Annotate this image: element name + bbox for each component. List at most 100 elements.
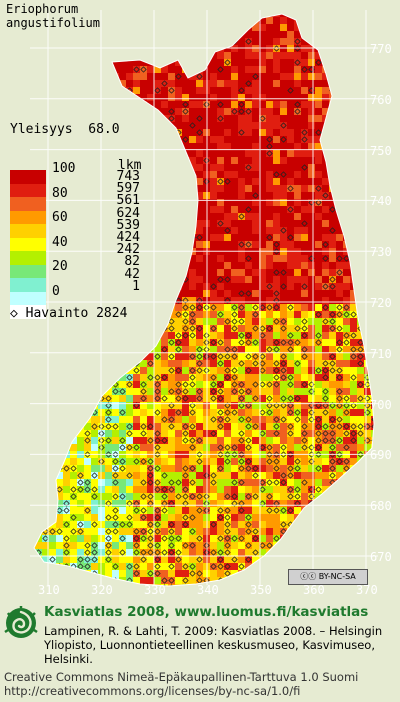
- map-cell: [126, 514, 133, 521]
- map-cell: [140, 276, 147, 283]
- map-cell: [322, 164, 329, 171]
- map-cell: [343, 514, 350, 521]
- map-cell: [196, 570, 203, 577]
- map-cell: [34, 325, 35, 332]
- map-cell: [294, 465, 301, 472]
- map-cell: [161, 360, 168, 367]
- map-cell: [224, 500, 231, 507]
- map-cell: [280, 38, 287, 45]
- observation-marker: [154, 353, 161, 360]
- map-cell: [273, 570, 280, 577]
- map-cell: [280, 563, 287, 570]
- map-cell: [364, 164, 371, 171]
- map-cell: [168, 241, 175, 248]
- map-cell: [133, 521, 140, 528]
- observation-marker: [350, 150, 357, 157]
- observation-marker: [63, 367, 70, 374]
- map-cell: [91, 514, 98, 521]
- map-cell: [196, 80, 203, 87]
- map-cell: [224, 227, 231, 234]
- map-cell: [189, 360, 196, 367]
- map-cell: [189, 73, 196, 80]
- map-cell: [364, 325, 371, 332]
- observation-marker: [175, 388, 182, 395]
- observation-marker: [77, 339, 84, 346]
- map-cell: [34, 549, 35, 556]
- map-cell: [154, 262, 161, 269]
- observation-marker: [168, 206, 175, 213]
- map-cell: [245, 171, 252, 178]
- map-cell: [301, 290, 308, 297]
- map-cell: [182, 479, 189, 486]
- observation-marker: [287, 87, 294, 94]
- map-cell: [105, 444, 112, 451]
- observation-marker: [196, 73, 203, 80]
- observation-marker: [210, 38, 217, 45]
- map-cell: [231, 241, 238, 248]
- map-cell: [259, 31, 266, 38]
- observation-marker: [315, 367, 322, 374]
- map-cell: [266, 374, 273, 381]
- observation-marker: [259, 430, 266, 437]
- map-cell: [161, 38, 168, 45]
- map-cell: [119, 570, 126, 577]
- map-cell: [34, 346, 35, 353]
- map-cell: [308, 332, 315, 339]
- map-cell: [350, 24, 357, 31]
- map-cell: [154, 374, 161, 381]
- map-cell: [350, 521, 357, 528]
- map-cell: [322, 521, 329, 528]
- map-cell: [301, 458, 308, 465]
- map-cell: [364, 339, 371, 346]
- map-cell: [343, 290, 350, 297]
- observation-marker: [154, 437, 161, 444]
- observation-marker: [182, 108, 189, 115]
- map-cell: [322, 402, 329, 409]
- map-cell: [119, 52, 126, 59]
- map-cell: [357, 87, 364, 94]
- map-cell: [154, 542, 161, 549]
- map-cell: [42, 549, 49, 556]
- map-cell: [259, 304, 266, 311]
- map-cell: [126, 507, 133, 514]
- map-cell: [147, 374, 154, 381]
- map-cell: [315, 444, 322, 451]
- map-cell: [315, 346, 322, 353]
- observation-marker: [252, 360, 259, 367]
- map-cell: [105, 458, 112, 465]
- map-cell: [287, 353, 294, 360]
- map-cell: [357, 549, 364, 556]
- map-cell: [210, 38, 217, 45]
- map-cell: [315, 178, 322, 185]
- map-cell: [224, 528, 231, 535]
- map-cell: [238, 493, 245, 500]
- map-cell: [189, 437, 196, 444]
- map-cell: [252, 213, 259, 220]
- map-cell: [70, 472, 77, 479]
- map-cell: [343, 381, 350, 388]
- map-cell: [308, 101, 315, 108]
- map-cell: [350, 87, 357, 94]
- observation-marker: [147, 276, 154, 283]
- map-cell: [329, 374, 336, 381]
- map-cell: [273, 150, 280, 157]
- map-cell: [231, 234, 238, 241]
- map-cell: [252, 241, 259, 248]
- observation-marker: [140, 311, 147, 318]
- map-cell: [308, 234, 315, 241]
- observation-marker: [175, 297, 182, 304]
- map-cell: [252, 262, 259, 269]
- map-cell: [287, 276, 294, 283]
- map-cell: [322, 304, 329, 311]
- map-cell: [70, 185, 77, 192]
- map-cell: [315, 80, 322, 87]
- map-cell: [84, 577, 91, 584]
- map-cell: [175, 353, 182, 360]
- map-cell: [350, 542, 357, 549]
- map-cell: [175, 227, 182, 234]
- map-cell: [245, 150, 252, 157]
- map-cell: [140, 227, 147, 234]
- map-cell: [210, 563, 217, 570]
- map-cell: [140, 206, 147, 213]
- observation-marker: [217, 395, 224, 402]
